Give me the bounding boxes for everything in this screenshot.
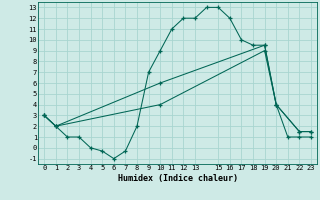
X-axis label: Humidex (Indice chaleur): Humidex (Indice chaleur)	[118, 174, 238, 183]
